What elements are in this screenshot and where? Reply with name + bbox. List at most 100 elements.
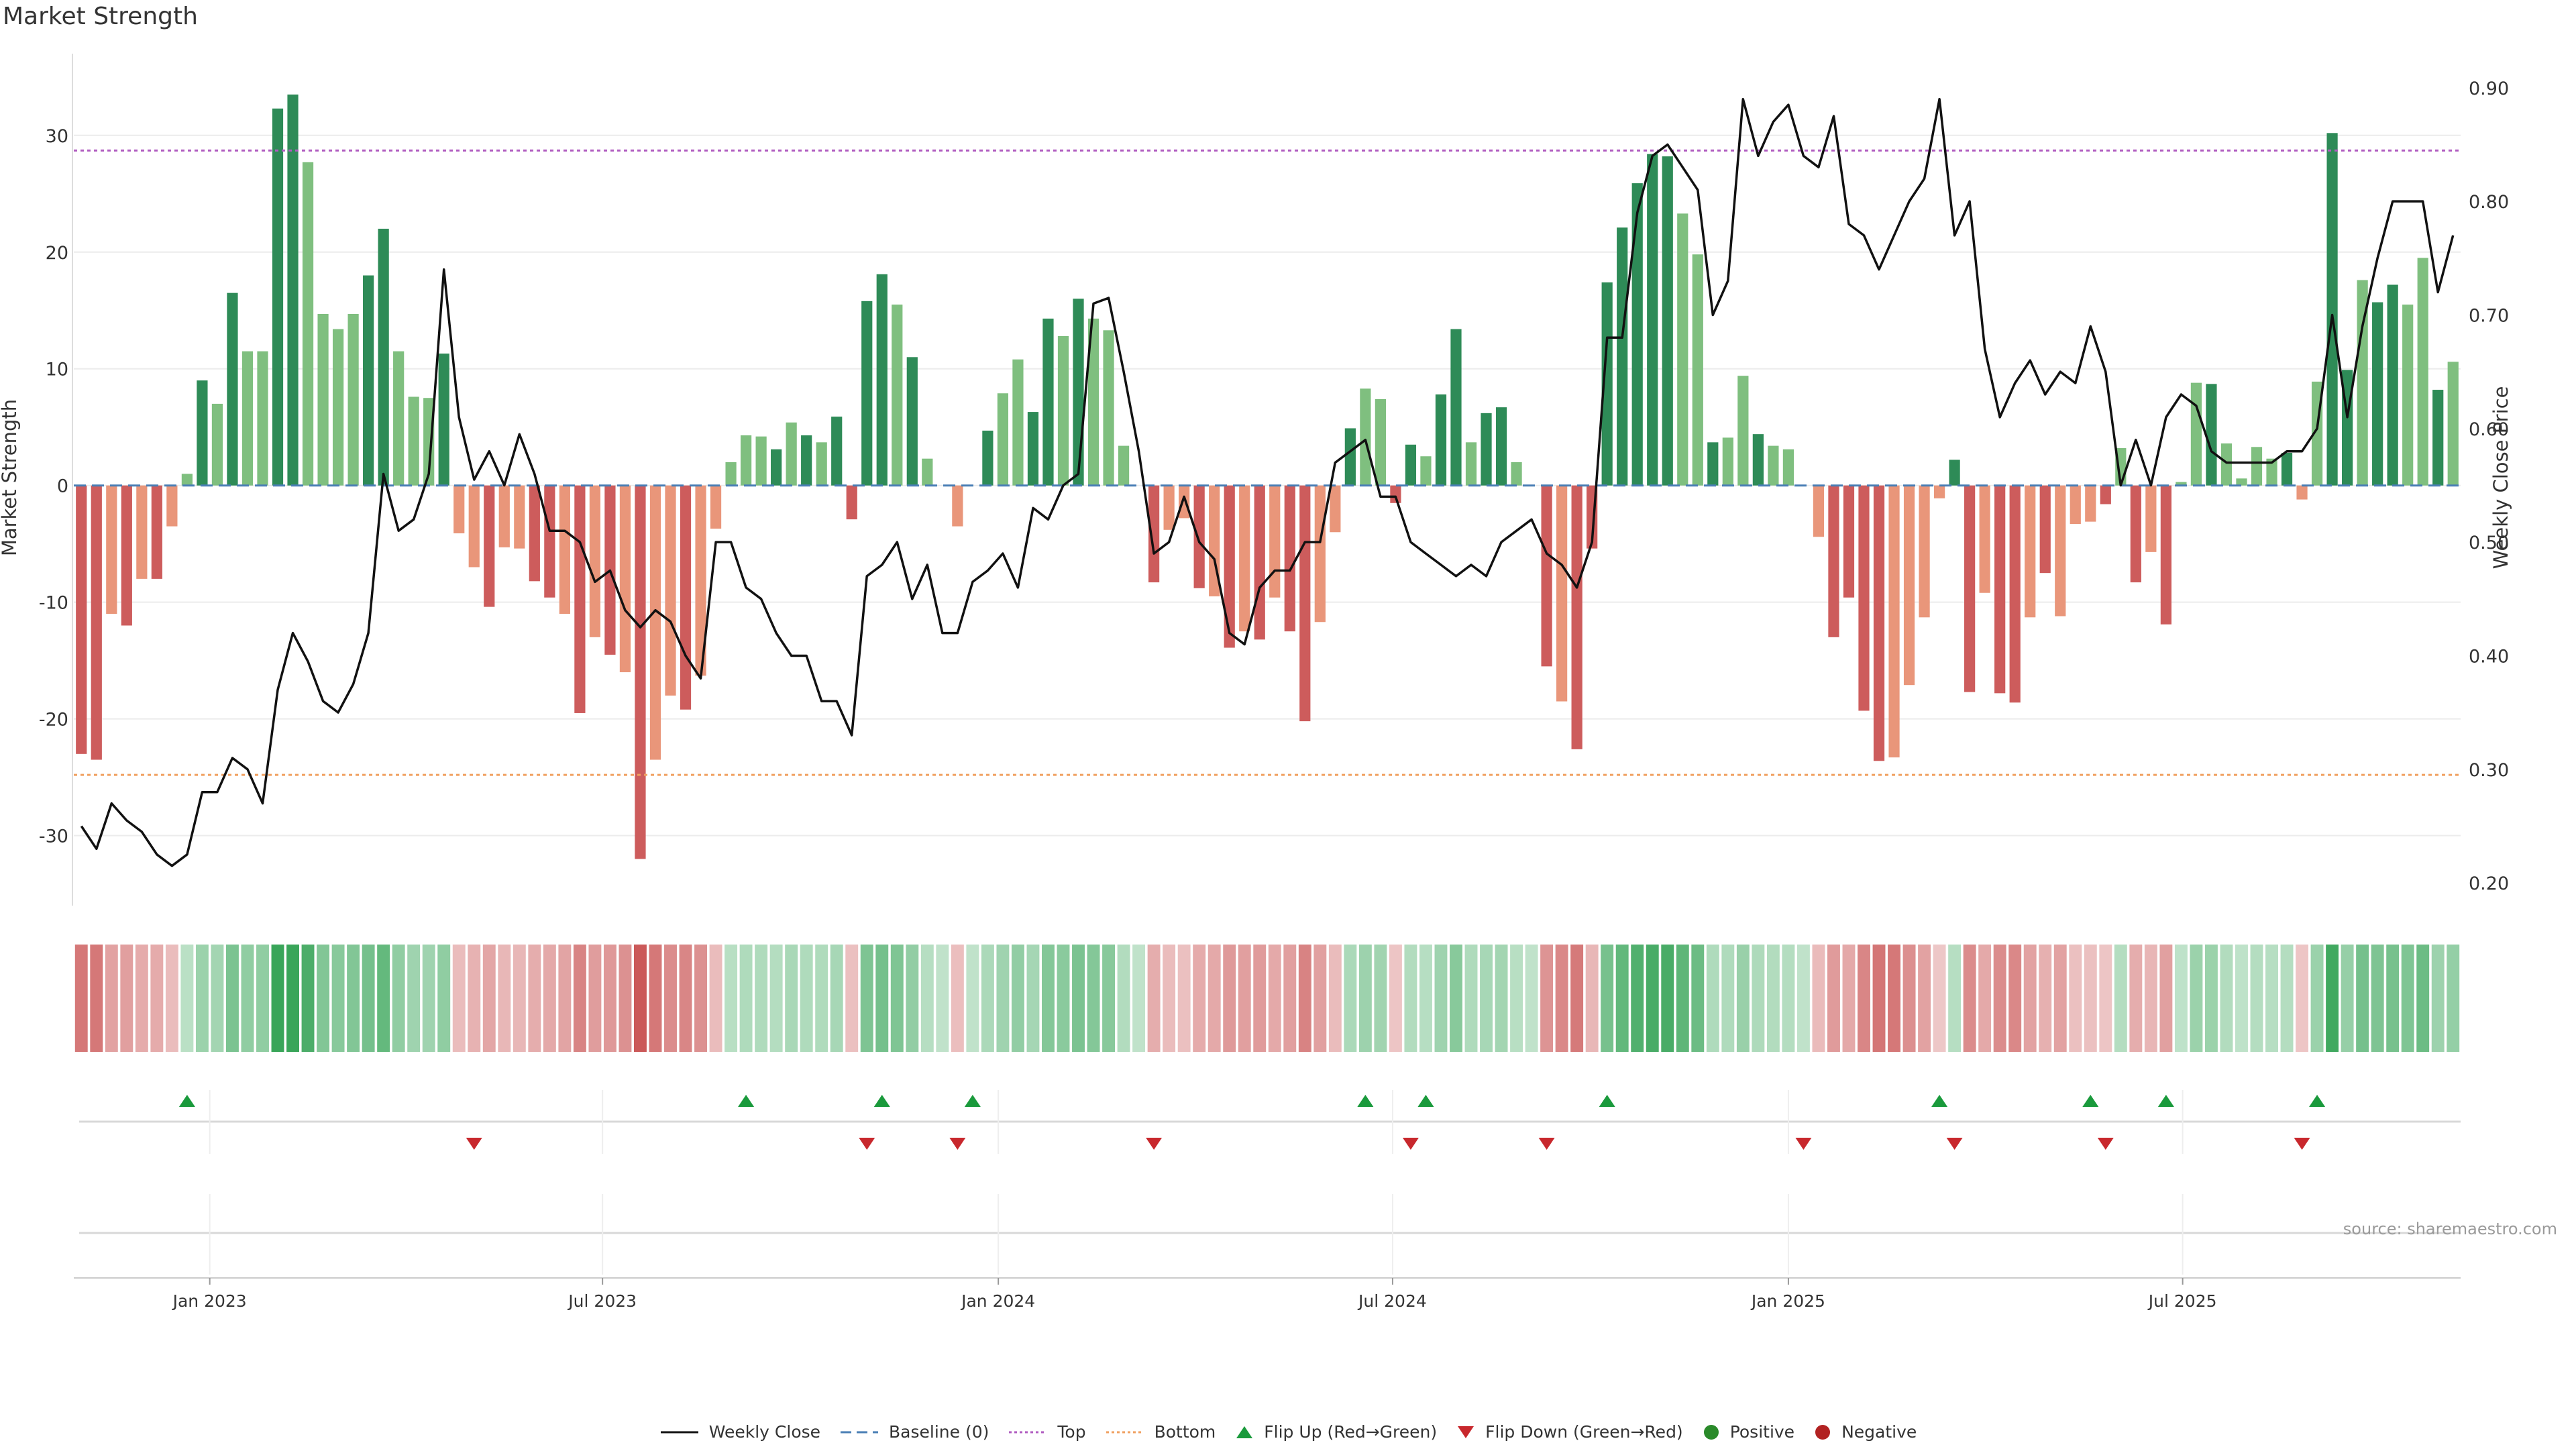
heat-cell — [1057, 945, 1070, 1052]
strength-bar — [514, 485, 525, 549]
flip-down-marker — [859, 1138, 875, 1150]
strength-bar — [1193, 485, 1205, 588]
positive-dot-icon — [1703, 1424, 1719, 1440]
strength-bar — [1828, 485, 1839, 637]
legend-baseline-label: Baseline (0) — [889, 1422, 989, 1442]
strength-bar — [665, 485, 676, 696]
heat-cell — [271, 945, 284, 1052]
strength-bar — [2160, 485, 2171, 625]
heat-cell — [241, 945, 254, 1052]
heat-cell — [1404, 945, 1417, 1052]
strength-bar — [2236, 478, 2247, 486]
strength-bar — [1027, 412, 1039, 486]
strength-bar — [2145, 485, 2157, 552]
heat-cell — [407, 945, 421, 1052]
heat-cell — [1419, 945, 1432, 1052]
strength-bar — [197, 380, 208, 486]
strength-bar — [1737, 376, 1749, 486]
strength-bar — [1617, 227, 1628, 486]
strength-bar — [302, 162, 314, 486]
strength-bar — [1994, 485, 2006, 694]
strength-bar — [2447, 362, 2459, 486]
heat-cell — [105, 945, 118, 1052]
heat-cell — [2114, 945, 2127, 1052]
flip-down-triangle-icon — [1458, 1426, 1474, 1438]
heat-cell — [2401, 945, 2414, 1052]
heat-cell — [951, 945, 964, 1052]
heat-cell — [1570, 945, 1584, 1052]
strength-bar — [816, 442, 827, 486]
heat-cell — [649, 945, 662, 1052]
strength-bar — [1239, 485, 1250, 632]
strength-bar — [649, 485, 661, 760]
heat-cell — [1812, 945, 1825, 1052]
heat-cell — [301, 945, 315, 1052]
heat-cell — [317, 945, 330, 1052]
flip-up-marker — [2082, 1095, 2099, 1107]
legend-negative: Negative — [1813, 1422, 1917, 1442]
strength-bar — [725, 462, 737, 486]
heat-cell — [2431, 945, 2445, 1052]
flip-up-marker — [1417, 1095, 1434, 1107]
heat-cell — [225, 945, 239, 1052]
heat-cell — [1676, 945, 1689, 1052]
legend-positive-label: Positive — [1729, 1422, 1795, 1442]
right-tick-label: 0.90 — [2469, 78, 2509, 99]
strength-bar — [906, 357, 918, 486]
heat-cell — [1555, 945, 1568, 1052]
heat-cell — [2039, 945, 2052, 1052]
heat-cell — [603, 945, 616, 1052]
strength-bar — [1662, 156, 1673, 486]
heat-cell — [1827, 945, 1840, 1052]
heat-cell — [996, 945, 1010, 1052]
heat-cell — [2144, 945, 2157, 1052]
strength-bar — [1601, 282, 1613, 486]
strength-bar — [922, 458, 933, 486]
heat-cell — [1389, 945, 1402, 1052]
strength-bar — [2130, 485, 2141, 583]
strength-bar — [1843, 485, 1855, 598]
heat-cell — [1374, 945, 1387, 1052]
heat-cell — [1163, 945, 1176, 1052]
strength-bar — [1919, 485, 1930, 618]
heat-cell — [1540, 945, 1554, 1052]
strength-bar — [453, 485, 465, 534]
strength-bar — [982, 430, 994, 486]
strength-bar — [1722, 437, 1733, 486]
flip-down-marker — [466, 1138, 482, 1150]
heat-cell — [1858, 945, 1870, 1052]
heat-cell — [1933, 945, 1946, 1052]
strength-bar — [1405, 444, 1417, 486]
strength-bar — [91, 485, 102, 760]
heat-cell — [2447, 945, 2460, 1052]
strength-bar — [2387, 284, 2398, 486]
heat-cell — [800, 945, 813, 1052]
strength-bars — [76, 94, 2459, 859]
strength-bar — [589, 485, 601, 637]
strength-bar — [363, 275, 374, 486]
lower-panels — [74, 1120, 2461, 1279]
heat-cell — [1208, 945, 1221, 1052]
strength-bar — [1118, 445, 1130, 486]
flip-down-marker — [1538, 1138, 1555, 1150]
strength-bar — [468, 485, 480, 568]
heat-cell — [1525, 945, 1538, 1052]
strength-bar — [892, 305, 903, 486]
flip-up-marker — [1931, 1095, 1948, 1107]
heat-cell — [845, 945, 859, 1052]
strength-bar — [121, 485, 132, 626]
strength-bar — [166, 485, 178, 527]
heat-cell — [1026, 945, 1040, 1052]
strength-bar — [1390, 485, 1401, 503]
strength-bar — [740, 435, 752, 486]
legend-baseline: Baseline (0) — [839, 1422, 989, 1442]
strength-bar — [786, 422, 797, 486]
x-axis-ticks: Jan 2023 Jul 2023 Jan 2024 Jul 2024 Jan 2025… — [172, 1090, 2217, 1311]
flip-up-marker — [873, 1095, 890, 1107]
heat-cell — [1978, 945, 1992, 1052]
legend-bottom-label: Bottom — [1154, 1422, 1216, 1442]
strength-bar — [272, 108, 284, 486]
baseline-swatch-icon — [841, 1431, 879, 1433]
strength-bar — [876, 274, 888, 486]
legend-weekly-close: Weekly Close — [659, 1422, 820, 1442]
